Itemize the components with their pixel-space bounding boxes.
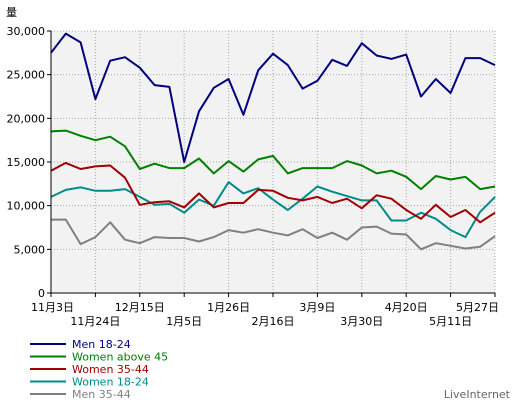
legend-label: Men 35-44 — [72, 388, 131, 401]
legend-label: Women 35-44 — [72, 363, 149, 376]
series-line — [50, 129, 496, 191]
x-tick-label: 12月15日 — [115, 301, 165, 314]
y-tick-label: 10,000 — [7, 200, 46, 213]
credit-text: LiveInternet — [444, 388, 511, 401]
x-tick-label: 5月11日 — [429, 315, 472, 328]
y-tick-label: 20,000 — [7, 112, 46, 125]
y-axis-label: 量 — [6, 6, 17, 19]
series-line — [50, 161, 496, 224]
y-tick-label: 15,000 — [7, 156, 46, 169]
x-tick-label: 2月16日 — [252, 315, 295, 328]
y-tick-label: 5,000 — [14, 243, 46, 256]
legend-label: Women 18-24 — [72, 376, 149, 389]
y-ticks: 0 5,000 10,000 15,000 20,000 25,000 30,000 — [7, 25, 51, 300]
x-tick-label: 11月3日 — [31, 301, 74, 314]
x-tick-label: 1月5日 — [166, 315, 202, 328]
series-line — [50, 181, 496, 239]
y-tick-label: 25,000 — [7, 69, 46, 82]
x-tick-label: 3月30日 — [340, 315, 383, 328]
y-tick-label: 30,000 — [7, 25, 46, 38]
y-tick-label: 0 — [38, 287, 45, 300]
series-line — [50, 32, 496, 163]
series-line — [51, 218, 496, 251]
x-tick-label: 1月26日 — [207, 301, 250, 314]
x-tick-label: 11月24日 — [70, 315, 120, 328]
legend-label: Men 18-24 — [72, 338, 131, 351]
legend-label: Women above 45 — [72, 351, 168, 364]
x-tick-label: 4月20日 — [385, 301, 428, 314]
x-tick-label: 3月9日 — [299, 301, 335, 314]
series-lines — [50, 32, 496, 251]
x-tick-label: 5月27日 — [456, 301, 499, 314]
grid — [51, 30, 496, 293]
